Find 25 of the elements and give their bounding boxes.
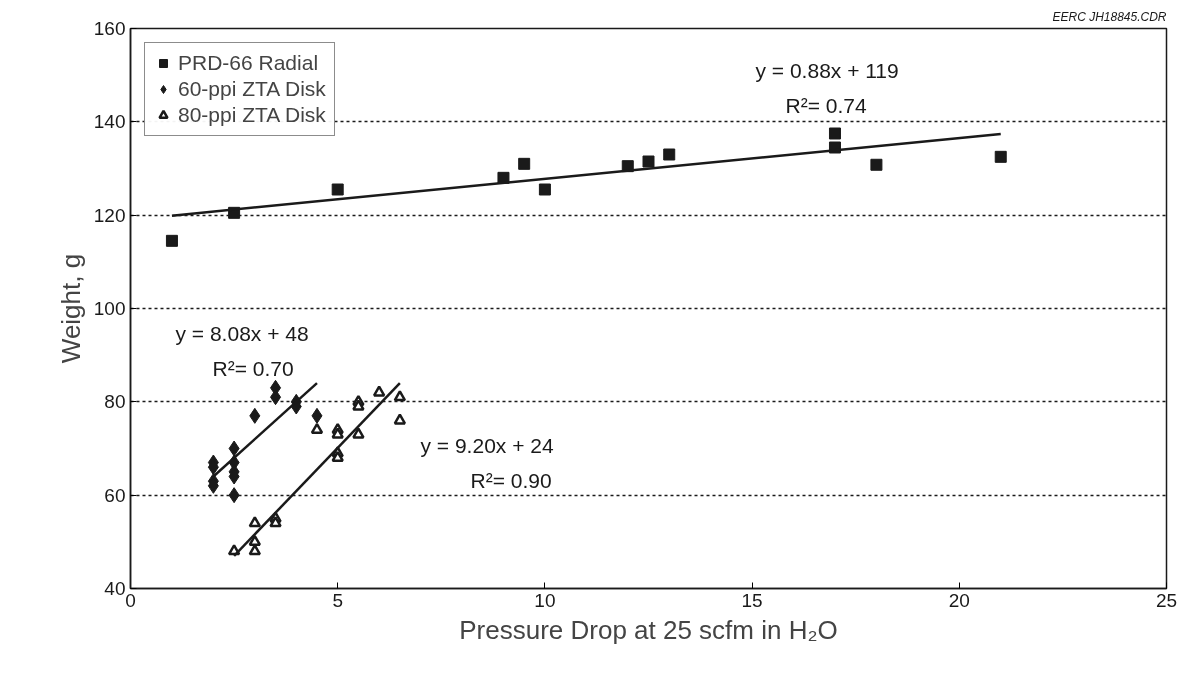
text: EERC JH18845.CDR [1052, 9, 1167, 24]
y-tick-label: 100 [93, 298, 126, 319]
y-tick-label: 160 [93, 18, 126, 39]
y-tick-label: 80 [104, 391, 126, 413]
legend-label: 80-ppi ZTA Disk [178, 103, 326, 127]
annotation: y = 0.88x + 119 [755, 59, 899, 82]
annotation: R²= 0.74 [785, 94, 867, 117]
x-tick-label: 25 [1155, 589, 1178, 611]
x-tick-label: 15 [741, 589, 763, 611]
y-axis-title: Weight, g [55, 253, 86, 364]
x-axis-title: Pressure Drop at 25 scfm in H₂O [459, 614, 838, 645]
x-tick-label: 10 [534, 589, 556, 611]
legend-label: PRD-66 Radial [178, 51, 319, 75]
annotation: R²= 0.90 [470, 469, 552, 492]
annotation: R²= 0.70 [212, 357, 294, 380]
annotation: y = 9.20x + 24 [420, 434, 554, 457]
x-tick-label: 0 [125, 589, 136, 611]
annotation: y = 8.08x + 48 [175, 322, 309, 345]
legend-label: 60-ppi ZTA Disk [178, 77, 326, 101]
y-tick-label: 40 [104, 578, 126, 599]
y-tick-label: 140 [93, 111, 126, 133]
x-tick-label: 5 [332, 589, 343, 611]
x-tick-label: 20 [948, 589, 970, 611]
y-tick-label: 60 [104, 484, 126, 506]
y-tick-label: 120 [93, 204, 126, 226]
